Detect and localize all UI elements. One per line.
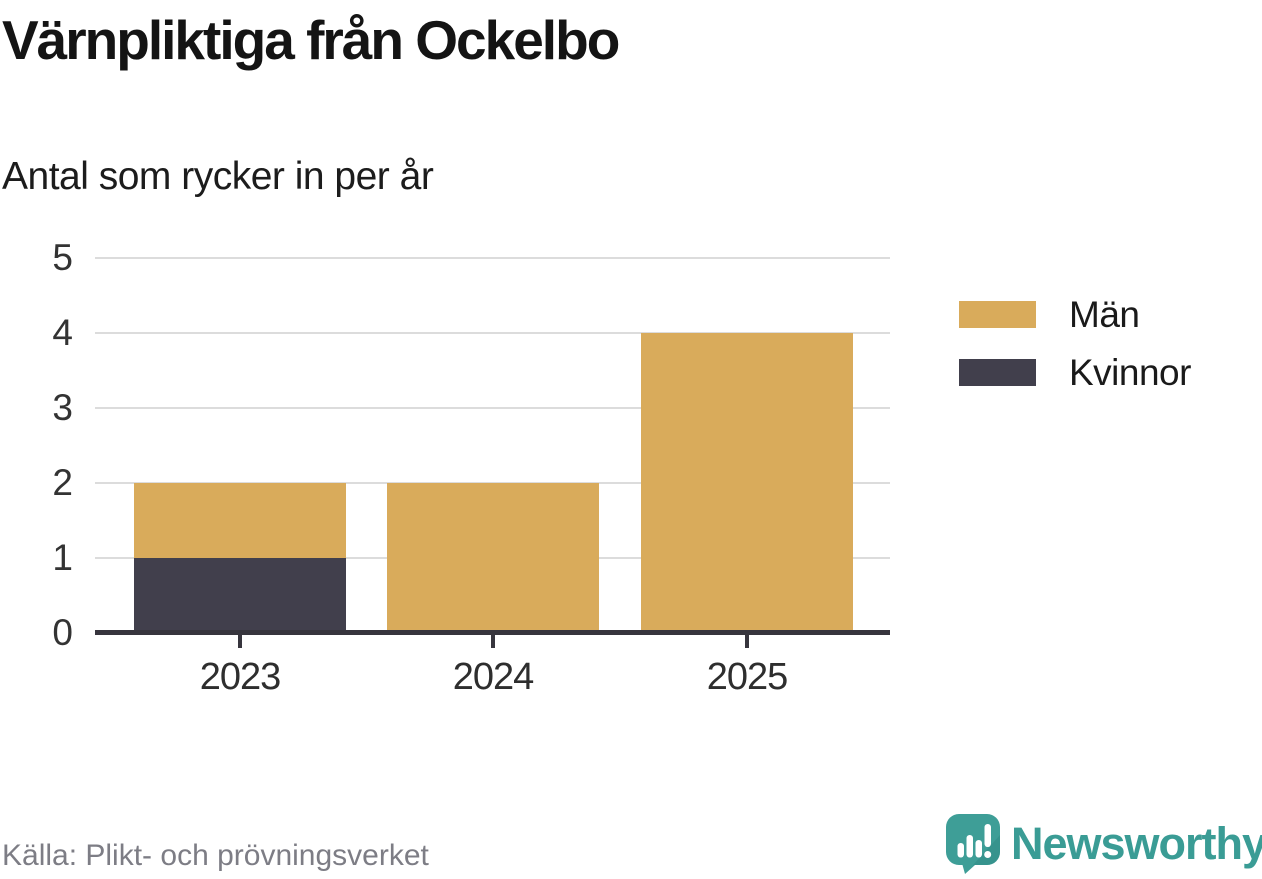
y-axis-tick-label: 5 xyxy=(52,237,73,278)
x-axis-label-2025: 2025 xyxy=(706,656,789,698)
y-axis-tick-label: 4 xyxy=(52,312,73,353)
chart-subtitle: Antal som rycker in per år xyxy=(2,155,434,198)
source-note: Källa: Plikt- och prövningsverket xyxy=(2,839,429,872)
legend-swatch-women xyxy=(959,359,1036,386)
bar-2023-women xyxy=(134,558,346,633)
gridline-y3 xyxy=(95,407,890,409)
x-axis-tick xyxy=(491,635,495,648)
y-axis-tick-label: 2 xyxy=(52,462,73,503)
newsworthy-logo-icon xyxy=(946,814,1000,874)
legend-label-men: Män xyxy=(1069,294,1140,335)
legend-item-women: Kvinnor xyxy=(959,354,1191,391)
y-axis-tick-label: 3 xyxy=(52,387,73,428)
legend: Män Kvinnor xyxy=(959,296,1191,391)
bar-2024-men xyxy=(387,483,599,633)
brand-name: Newsworthy xyxy=(1011,818,1262,869)
legend-swatch-men xyxy=(959,301,1036,328)
x-axis-label-2024: 2024 xyxy=(452,656,535,698)
bar-2023-men xyxy=(134,483,346,558)
x-axis-label-2023: 2023 xyxy=(199,656,282,698)
gridline-y4 xyxy=(95,332,890,334)
chart-title: Värnpliktiga från Ockelbo xyxy=(2,9,620,71)
y-axis-tick-label: 1 xyxy=(52,537,73,578)
legend-label-women: Kvinnor xyxy=(1069,352,1191,393)
legend-item-men: Män xyxy=(959,296,1191,333)
x-axis-tick xyxy=(745,635,749,648)
bar-2025-men xyxy=(641,333,853,633)
y-axis-tick-label: 0 xyxy=(52,612,73,653)
gridline-y5 xyxy=(95,257,890,259)
brand-logo: Newsworthy xyxy=(946,814,1262,874)
x-axis-tick xyxy=(238,635,242,648)
x-axis-line xyxy=(95,630,890,635)
